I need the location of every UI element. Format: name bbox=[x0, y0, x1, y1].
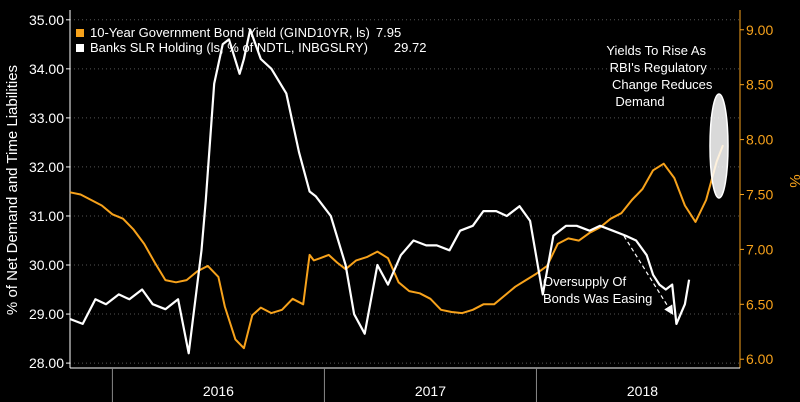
annotation-oversupply-line-1: Oversupply Of bbox=[543, 274, 626, 289]
y-right-tick-label: 6.50 bbox=[746, 296, 773, 312]
x-tick-label: 2016 bbox=[203, 383, 234, 399]
annotation-yields: Yields To Rise As RBI's Regulatory Chang… bbox=[606, 43, 729, 199]
annotation-highlight-ellipse bbox=[709, 93, 729, 199]
y-right-tick-label: 8.00 bbox=[746, 132, 773, 148]
annotation-oversupply-line-2: Bonds Was Easing bbox=[543, 291, 652, 306]
axes: 35.00 34.00 33.00 32.00 31.00 30.00 29.00 28.00… bbox=[29, 10, 773, 402]
y-left-tick-label: 30.00 bbox=[29, 257, 64, 273]
y-left-tick-label: 34.00 bbox=[29, 61, 64, 77]
annotation-oversupply: Oversupply Of Bonds Was Easing bbox=[543, 235, 674, 316]
annotation-arrow bbox=[623, 235, 674, 316]
annotation-yields-line-2: RBI's Regulatory bbox=[610, 60, 708, 75]
y-left-tick-label: 33.00 bbox=[29, 110, 64, 126]
series-layer bbox=[69, 28, 724, 355]
y-left-label: % of Net Demand and Time Liabilities bbox=[4, 65, 21, 315]
legend-label-yield: 10-Year Government Bond Yield (GIND10YR,… bbox=[90, 25, 401, 40]
y-right-tick-label: 9.00 bbox=[746, 22, 773, 38]
y-left-tick-label: 32.00 bbox=[29, 159, 64, 175]
series-line-slr-holding bbox=[69, 28, 691, 355]
legend-swatch-yield bbox=[76, 29, 84, 37]
legend-swatch-slr bbox=[76, 44, 84, 52]
y-right-tick-label: 7.50 bbox=[746, 186, 773, 202]
y-right-tick-label: 6.00 bbox=[746, 351, 773, 367]
svg-text:Yields To Rise As RBI's: Yields To Rise As RBI's Regulatory Chang… bbox=[606, 43, 716, 109]
legend-label-slr: Banks SLR Holding (ls, % of NDTL, INBGSL… bbox=[90, 40, 426, 55]
x-tick-label: 2018 bbox=[627, 383, 658, 399]
annotation-yields-line-4: Demand bbox=[615, 94, 664, 109]
y-left-tick-label: 29.00 bbox=[29, 306, 64, 322]
svg-text:Oversupply Of Bonds Was: Oversupply Of Bonds Was Easing bbox=[543, 274, 652, 306]
x-tick-label: 2017 bbox=[415, 383, 446, 399]
y-right-tick-label: 8.50 bbox=[746, 77, 773, 93]
annotation-yields-line-3: Change Reduces bbox=[612, 77, 713, 92]
legend: 10-Year Government Bond Yield (GIND10YR,… bbox=[76, 25, 426, 55]
y-left-tick-label: 35.00 bbox=[29, 12, 64, 28]
y-left-tick-label: 28.00 bbox=[29, 355, 64, 371]
y-left-tick-label: 31.00 bbox=[29, 208, 64, 224]
y-right-label: % bbox=[786, 174, 800, 187]
annotation-yields-line-1: Yields To Rise As bbox=[606, 43, 706, 58]
y-right-tick-label: 7.00 bbox=[746, 241, 773, 257]
series-line-bond-yield bbox=[69, 144, 724, 350]
